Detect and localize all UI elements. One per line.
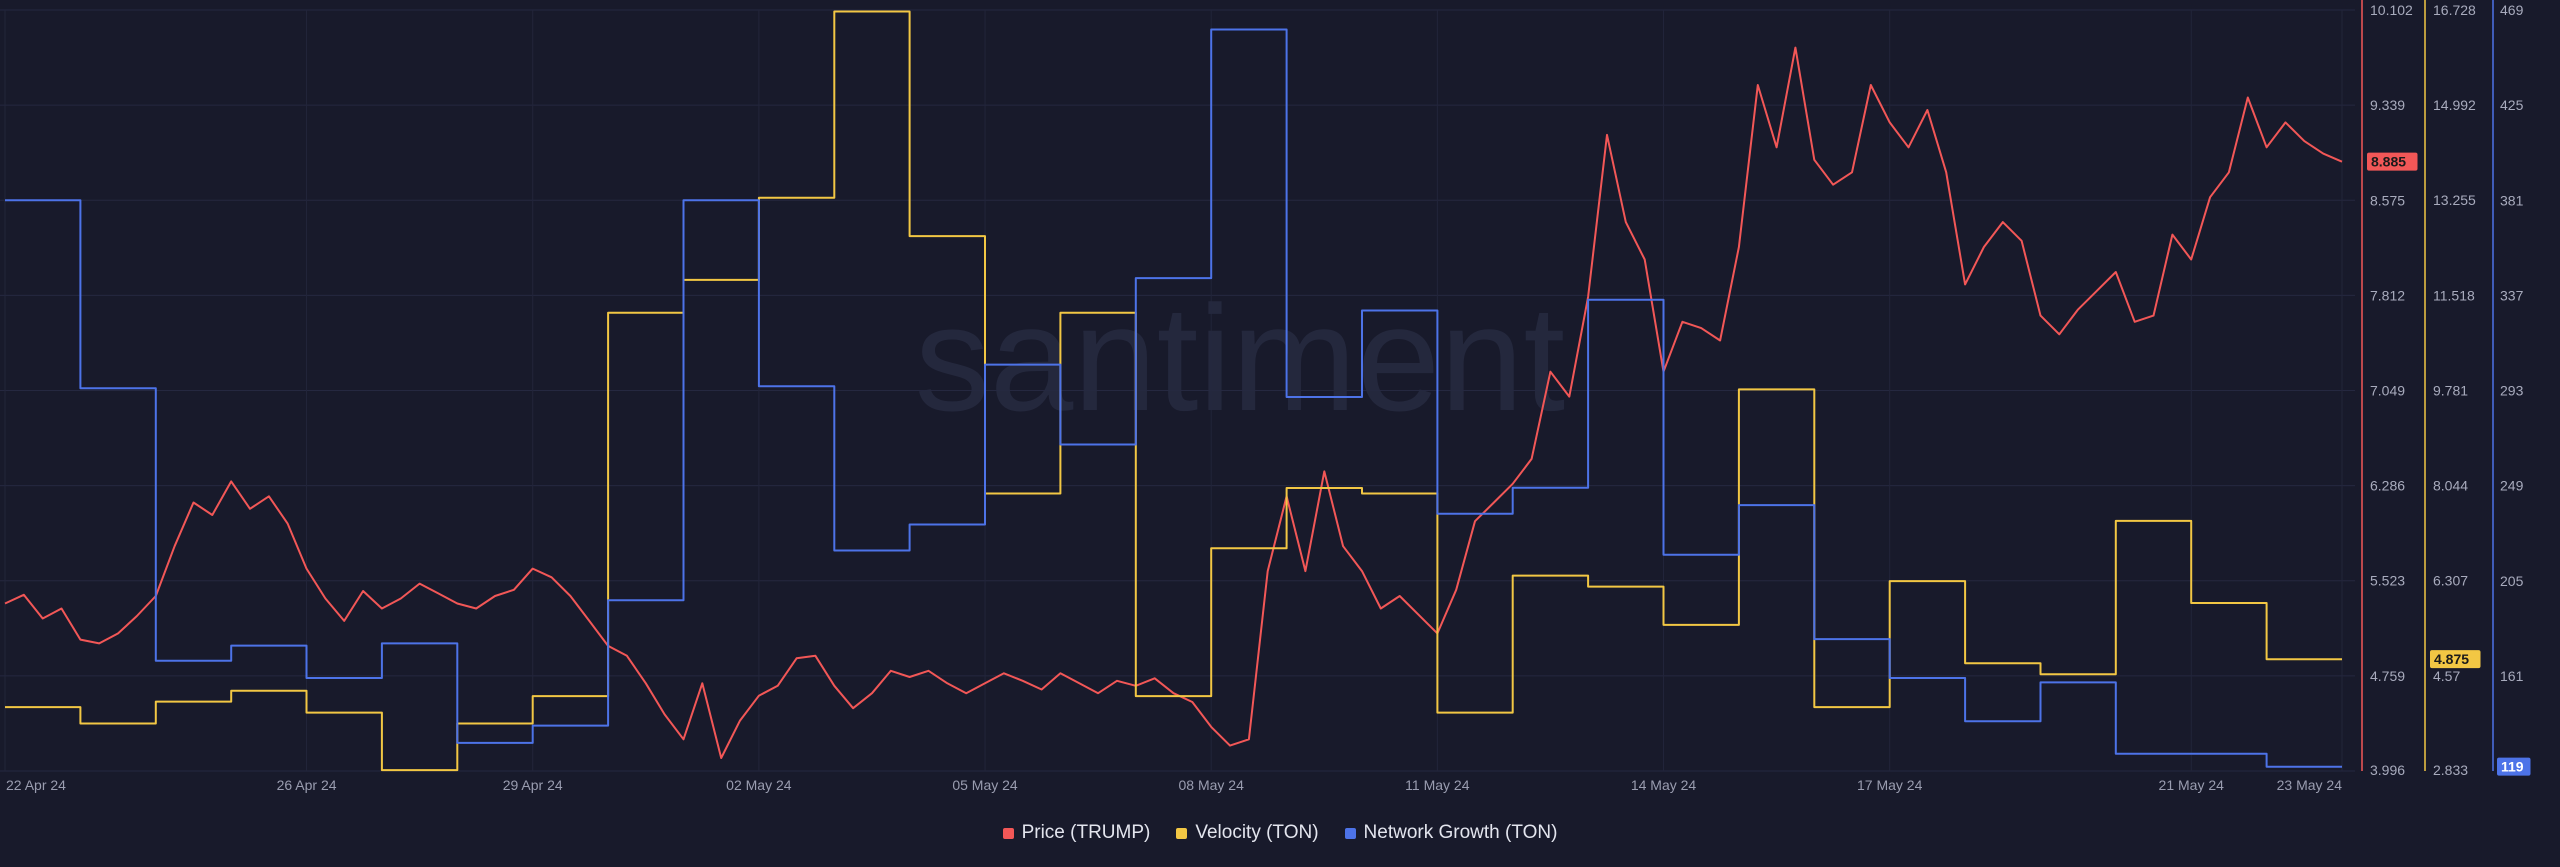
growth-tick-label: 249: [2500, 478, 2524, 494]
price-tick-label: 10.102: [2370, 2, 2413, 18]
growth-tick-label: 381: [2500, 192, 2524, 208]
x-tick-label: 22 Apr 24: [6, 777, 66, 793]
chart-area: santiment 10.102 9.339 8.575 7.812 7.049 6.28…: [0, 0, 2531, 793]
growth-tick-label: 469: [2500, 2, 2524, 18]
chart-svg: santiment 10.102 9.339 8.575 7.812 7.049 6.28…: [0, 0, 2531, 793]
price-tick-label: 7.812: [2370, 287, 2405, 303]
velocity-tick-label: 16.728: [2433, 2, 2476, 18]
growth-current-badge: [2497, 757, 2531, 776]
velocity-current-value: 4.875: [2434, 651, 2469, 667]
legend: Price (TRUMP) Velocity (TON) Network Growt…: [0, 818, 2560, 848]
velocity-tick-label: 11.518: [2433, 287, 2475, 303]
price-tick-label: 9.339: [2370, 97, 2405, 113]
growth-tick-label: 337: [2500, 287, 2524, 303]
y-axes: 10.102 9.339 8.575 7.812 7.049 6.286 5.523 4.75…: [2361, 0, 2531, 778]
velocity-tick-label: 4.57: [2433, 668, 2460, 684]
legend-label: Network Growth (TON): [1363, 822, 1558, 843]
price-current-badge: [2367, 152, 2418, 171]
growth-tick-label: 161: [2500, 668, 2524, 684]
growth-tick-label: 425: [2500, 97, 2524, 113]
price-tick-label: 7.049: [2370, 383, 2405, 399]
legend-swatch: [1002, 827, 1014, 839]
x-tick-label: 17 May 24: [1857, 777, 1923, 793]
velocity-tick-label: 8.044: [2433, 478, 2468, 494]
legend-swatch: [1344, 827, 1356, 839]
price-current-value: 8.885: [2371, 154, 2406, 170]
x-tick-label: 23 May 24: [2277, 777, 2343, 793]
velocity-tick-label: 9.781: [2433, 382, 2468, 398]
x-tick-label: 26 Apr 24: [277, 777, 337, 793]
price-tick-label: 5.523: [2370, 573, 2405, 589]
x-tick-label: 21 May 24: [2159, 777, 2225, 793]
velocity-tick-label: 14.992: [2433, 97, 2476, 113]
legend-label: Price (TRUMP): [1021, 822, 1151, 843]
price-tick-label: 8.575: [2370, 192, 2405, 208]
x-tick-label: 14 May 24: [1631, 777, 1697, 793]
price-tick-label: 6.286: [2370, 478, 2405, 494]
growth-tick-label: 205: [2500, 573, 2524, 589]
x-tick-label: 08 May 24: [1179, 777, 1245, 793]
velocity-current-badge: [2430, 650, 2481, 669]
watermark: santiment: [915, 274, 1565, 442]
legend-swatch: [1176, 827, 1188, 839]
legend-item[interactable]: Network Growth (TON): [1344, 818, 1558, 848]
velocity-tick-label: 2.833: [2433, 762, 2468, 778]
velocity-ton-line: [5, 10, 2342, 772]
series-lines: [4, 10, 2343, 772]
legend-item[interactable]: Velocity (TON): [1176, 818, 1319, 848]
x-tick-label: 05 May 24: [952, 777, 1018, 793]
growth-tick-label: 293: [2500, 383, 2524, 399]
legend-item[interactable]: Price (TRUMP): [1002, 818, 1151, 848]
x-axis: 22 Apr 24 26 Apr 24 29 Apr 24 02 May 24 05 M…: [6, 777, 2342, 793]
legend-label: Velocity (TON): [1195, 822, 1319, 843]
x-tick-label: 02 May 24: [726, 777, 792, 793]
price-tick-label: 4.759: [2370, 668, 2405, 684]
growth-current-value: 119: [2501, 759, 2524, 775]
x-tick-label: 11 May 24: [1405, 777, 1470, 793]
network-growth-ton-line: [5, 28, 2342, 768]
velocity-tick-label: 13.255: [2433, 192, 2476, 208]
x-tick-label: 29 Apr 24: [503, 777, 563, 793]
price-trump-line: [4, 46, 2343, 759]
price-tick-label: 3.996: [2370, 762, 2405, 778]
velocity-tick-label: 6.307: [2433, 573, 2468, 589]
